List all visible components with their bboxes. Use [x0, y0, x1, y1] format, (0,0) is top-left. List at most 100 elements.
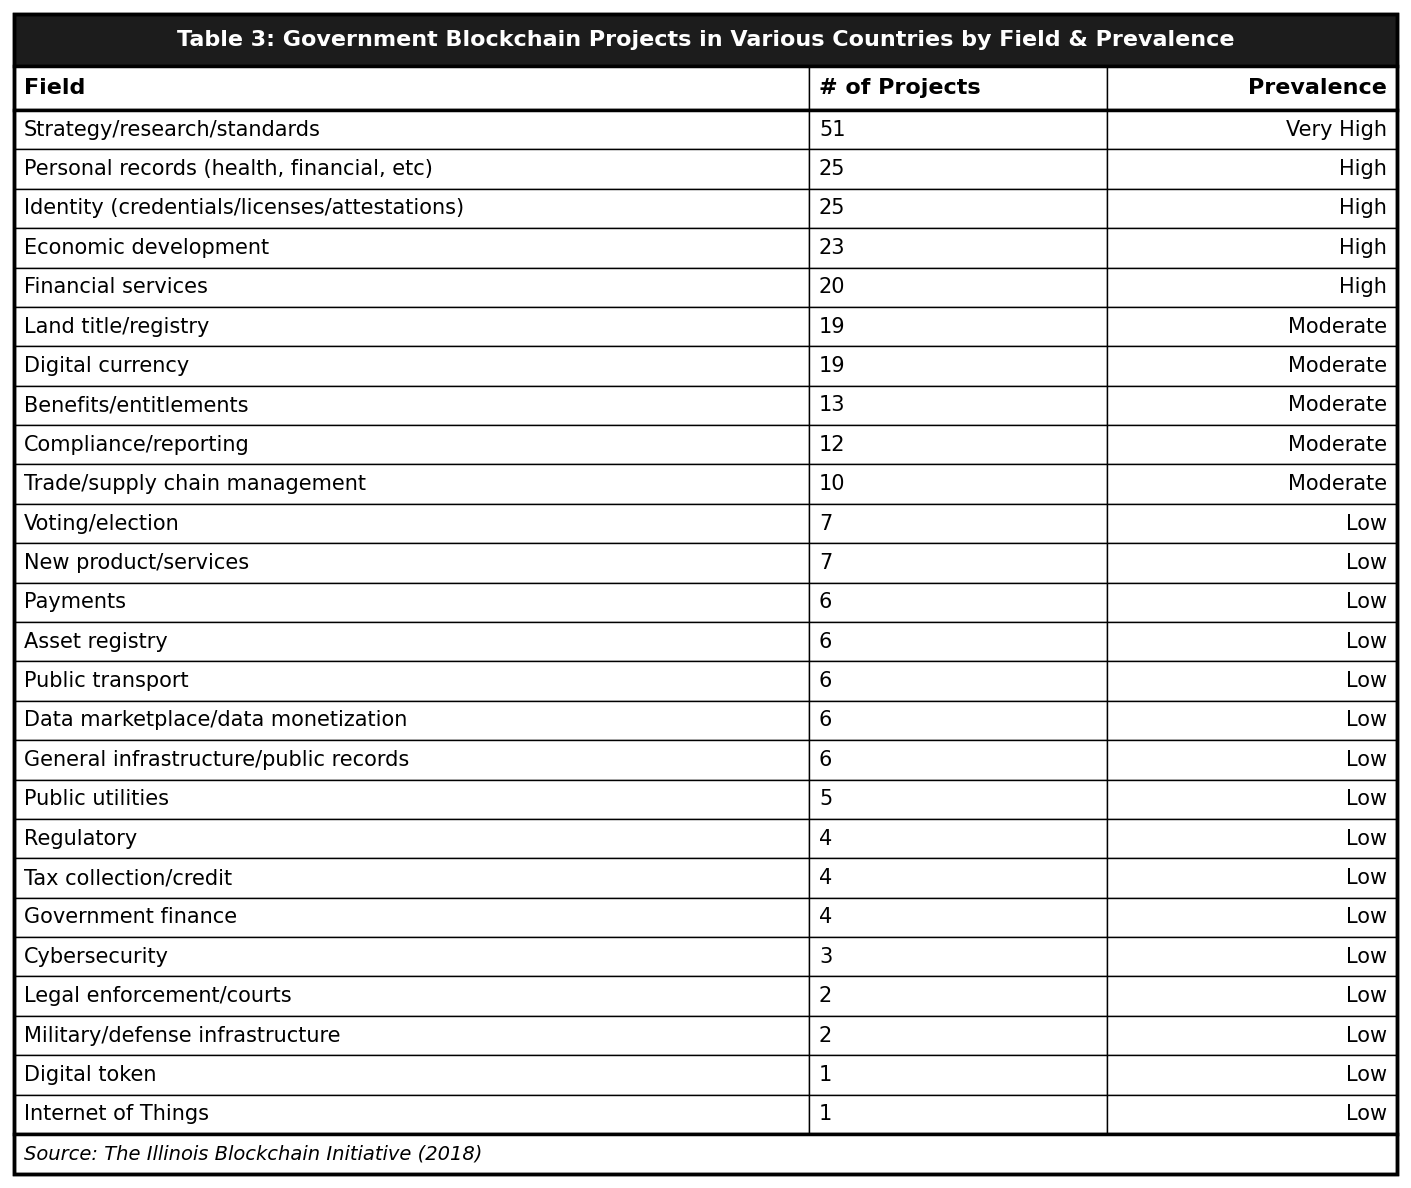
Bar: [810, 582, 1106, 623]
Bar: [810, 386, 1106, 425]
Text: Low: Low: [1346, 868, 1387, 887]
Text: 1: 1: [818, 1064, 832, 1085]
Text: 10: 10: [818, 474, 845, 494]
Bar: [14, 267, 810, 307]
Bar: [1106, 779, 1397, 819]
Text: Low: Low: [1346, 632, 1387, 652]
Text: 20: 20: [818, 277, 845, 297]
Text: 6: 6: [818, 750, 832, 770]
Bar: [14, 858, 810, 898]
Bar: [14, 898, 810, 937]
Bar: [14, 977, 810, 1016]
Text: 1: 1: [818, 1105, 832, 1124]
Bar: [1106, 977, 1397, 1016]
Text: Trade/supply chain management: Trade/supply chain management: [24, 474, 365, 494]
Bar: [810, 779, 1106, 819]
Bar: [14, 623, 810, 662]
Text: Asset registry: Asset registry: [24, 632, 168, 652]
Bar: [1106, 1055, 1397, 1094]
Bar: [1106, 1016, 1397, 1055]
Bar: [1106, 386, 1397, 425]
Text: Moderate: Moderate: [1288, 356, 1387, 375]
Bar: [14, 14, 1397, 67]
Text: 2: 2: [818, 986, 832, 1006]
Text: Compliance/reporting: Compliance/reporting: [24, 435, 250, 455]
Text: Low: Low: [1346, 552, 1387, 573]
Bar: [810, 701, 1106, 740]
Text: 3: 3: [818, 947, 832, 967]
Text: 5: 5: [818, 789, 832, 809]
Bar: [1106, 740, 1397, 779]
Bar: [14, 347, 810, 386]
Bar: [14, 543, 810, 582]
Bar: [810, 1094, 1106, 1135]
Text: High: High: [1339, 238, 1387, 258]
Text: High: High: [1339, 198, 1387, 219]
Text: Low: Low: [1346, 513, 1387, 533]
Bar: [1106, 110, 1397, 150]
Text: 13: 13: [818, 396, 845, 416]
Text: Moderate: Moderate: [1288, 396, 1387, 416]
Bar: [1106, 307, 1397, 347]
Text: 2: 2: [818, 1025, 832, 1045]
Bar: [14, 937, 810, 977]
Bar: [810, 543, 1106, 582]
Text: Data marketplace/data monetization: Data marketplace/data monetization: [24, 710, 406, 731]
Text: Low: Low: [1346, 986, 1387, 1006]
Bar: [14, 67, 810, 110]
Text: Government finance: Government finance: [24, 908, 237, 928]
Text: 6: 6: [818, 632, 832, 652]
Text: 4: 4: [818, 828, 832, 848]
Bar: [1106, 1094, 1397, 1135]
Bar: [810, 228, 1106, 267]
Bar: [14, 1016, 810, 1055]
Bar: [14, 189, 810, 228]
Text: Low: Low: [1346, 1025, 1387, 1045]
Text: # of Projects: # of Projects: [818, 78, 981, 97]
Bar: [810, 1016, 1106, 1055]
Bar: [810, 347, 1106, 386]
Bar: [1106, 347, 1397, 386]
Bar: [1106, 543, 1397, 582]
Text: 19: 19: [818, 317, 845, 336]
Text: Low: Low: [1346, 1105, 1387, 1124]
Text: 4: 4: [818, 868, 832, 887]
Text: Moderate: Moderate: [1288, 317, 1387, 336]
Text: 23: 23: [818, 238, 845, 258]
Text: Strategy/research/standards: Strategy/research/standards: [24, 120, 320, 140]
Text: 7: 7: [818, 552, 832, 573]
Bar: [14, 110, 1397, 1135]
Text: 7: 7: [818, 513, 832, 533]
Bar: [1106, 819, 1397, 858]
Bar: [810, 465, 1106, 504]
Bar: [14, 425, 810, 465]
Bar: [1106, 67, 1397, 110]
Text: Digital token: Digital token: [24, 1064, 157, 1085]
Text: Moderate: Moderate: [1288, 474, 1387, 494]
Text: General infrastructure/public records: General infrastructure/public records: [24, 750, 409, 770]
Text: Low: Low: [1346, 828, 1387, 848]
Bar: [14, 110, 810, 150]
Bar: [14, 504, 810, 543]
Bar: [1106, 662, 1397, 701]
Bar: [810, 858, 1106, 898]
Text: Low: Low: [1346, 1064, 1387, 1085]
Bar: [14, 1094, 810, 1135]
Text: 6: 6: [818, 671, 832, 691]
Text: Prevalence: Prevalence: [1249, 78, 1387, 97]
Text: Low: Low: [1346, 908, 1387, 928]
Bar: [14, 1135, 1397, 1174]
Bar: [810, 1055, 1106, 1094]
Text: 25: 25: [818, 198, 845, 219]
Bar: [14, 465, 810, 504]
Bar: [14, 701, 810, 740]
Text: Economic development: Economic development: [24, 238, 270, 258]
Bar: [1106, 150, 1397, 189]
Text: Personal records (health, financial, etc): Personal records (health, financial, etc…: [24, 159, 433, 179]
Bar: [14, 307, 810, 347]
Bar: [1106, 701, 1397, 740]
Text: Low: Low: [1346, 593, 1387, 612]
Bar: [1106, 425, 1397, 465]
Bar: [14, 67, 1397, 110]
Bar: [810, 425, 1106, 465]
